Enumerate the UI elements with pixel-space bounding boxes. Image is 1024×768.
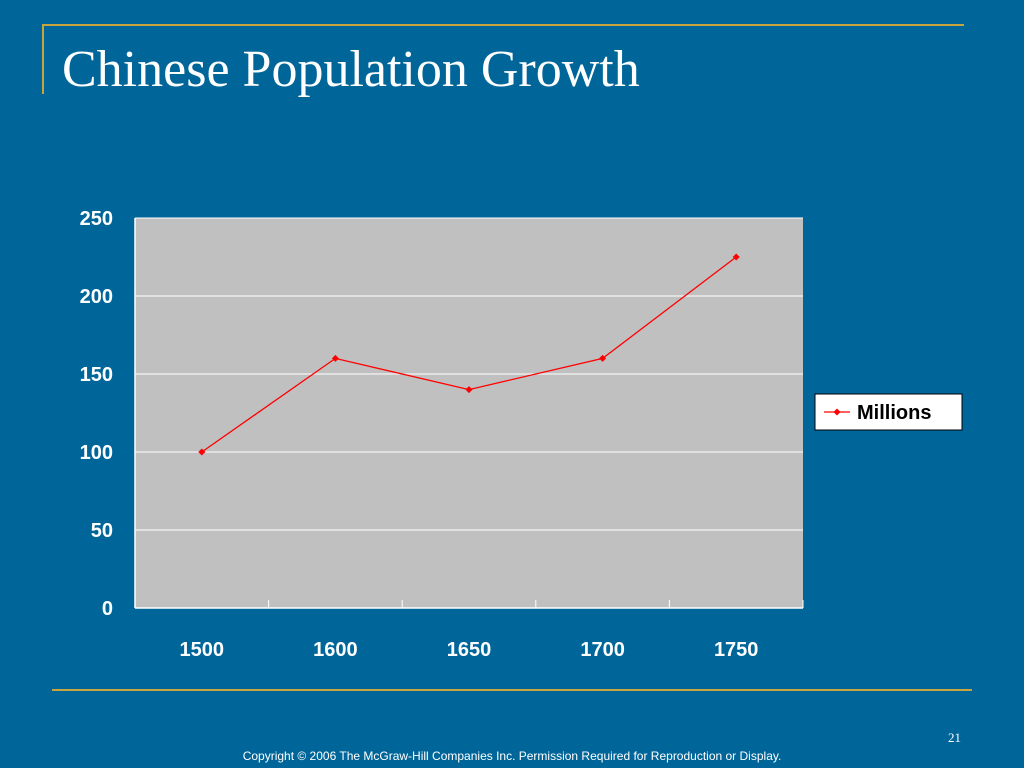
data-point xyxy=(599,354,607,362)
x-tick-label: 1500 xyxy=(180,639,225,661)
data-point xyxy=(732,253,740,261)
page-number: 21 xyxy=(948,730,961,745)
frame-left-line xyxy=(42,24,44,94)
y-tick-label: 100 xyxy=(80,442,113,464)
x-tick-label: 1700 xyxy=(580,639,625,661)
y-tick-label: 150 xyxy=(80,364,113,386)
y-tick-label: 200 xyxy=(80,286,113,308)
data-point xyxy=(198,448,206,456)
copyright-notice: Copyright © 2006 The McGraw-Hill Compani… xyxy=(242,749,782,763)
data-point xyxy=(331,354,339,362)
frame-top-line xyxy=(42,24,964,26)
frame-bottom-line xyxy=(52,689,972,691)
legend-marker xyxy=(833,408,841,416)
x-tick-label: 1750 xyxy=(714,639,759,661)
legend-label: Millions xyxy=(857,402,931,424)
data-point xyxy=(465,386,473,394)
x-tick-label: 1650 xyxy=(447,639,492,661)
y-tick-label: 0 xyxy=(102,598,113,620)
slide-title: Chinese Population Growth xyxy=(62,41,640,98)
plot-area xyxy=(135,218,803,608)
x-tick-label: 1600 xyxy=(313,639,358,661)
y-tick-label: 50 xyxy=(91,520,113,542)
line-chart: 0 50 100 150 200 250 1500 1600 1650 1700 1750 Milli… xyxy=(80,208,963,661)
y-tick-label: 250 xyxy=(80,208,113,230)
